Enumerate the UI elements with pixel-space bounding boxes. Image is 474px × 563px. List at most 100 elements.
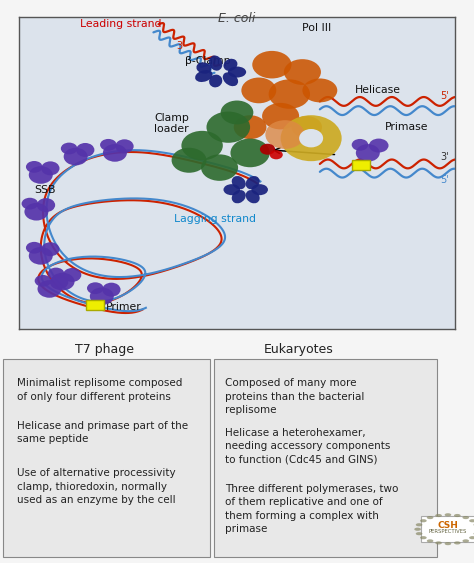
Text: Primase: Primase [385,122,429,132]
Text: CSH: CSH [438,521,458,530]
Circle shape [445,542,451,545]
Ellipse shape [232,176,246,189]
Ellipse shape [302,78,337,102]
Ellipse shape [115,139,134,153]
Circle shape [435,542,442,544]
Ellipse shape [260,144,275,155]
Text: β-Clamp: β-Clamp [185,56,230,66]
Ellipse shape [90,288,114,305]
Circle shape [416,532,422,535]
Text: Helicase and primase part of the
same peptide: Helicase and primase part of the same pe… [17,421,188,444]
Circle shape [445,513,451,516]
Text: T7 phage: T7 phage [75,342,134,356]
Circle shape [420,536,427,539]
Text: Helicase a heterohexamer,
needing accessory components
to function (Cdc45 and GI: Helicase a heterohexamer, needing access… [225,428,391,464]
Text: Use of alternative processivity
clamp, thioredoxin, normally
used as an enzyme b: Use of alternative processivity clamp, t… [17,468,175,505]
Ellipse shape [37,198,55,212]
Circle shape [427,516,433,519]
Text: Pol III: Pol III [302,23,332,33]
Ellipse shape [232,190,246,203]
Ellipse shape [284,59,321,85]
Text: 3': 3' [176,41,184,51]
Ellipse shape [281,115,342,161]
Circle shape [463,539,469,543]
Ellipse shape [209,55,222,71]
Circle shape [427,539,433,543]
Ellipse shape [35,275,51,287]
Ellipse shape [172,148,207,173]
Ellipse shape [265,120,305,149]
Ellipse shape [230,138,270,167]
FancyBboxPatch shape [352,160,370,170]
Text: E. coli: E. coli [219,12,255,25]
Ellipse shape [292,116,322,138]
Ellipse shape [41,162,60,175]
Ellipse shape [26,242,43,253]
Ellipse shape [223,72,238,86]
Text: SSB: SSB [34,185,56,195]
Ellipse shape [24,203,48,221]
Ellipse shape [195,70,212,82]
Ellipse shape [29,247,53,265]
Ellipse shape [352,139,368,151]
Ellipse shape [270,150,283,159]
Text: Helicase: Helicase [355,86,401,95]
FancyBboxPatch shape [421,516,474,542]
FancyBboxPatch shape [86,300,104,310]
Ellipse shape [29,166,53,184]
Circle shape [435,514,442,517]
Ellipse shape [103,144,127,162]
Ellipse shape [76,143,94,157]
Circle shape [469,519,474,522]
Ellipse shape [223,184,240,195]
Text: PERSPECTIVES: PERSPECTIVES [429,529,467,534]
Ellipse shape [262,103,299,129]
Ellipse shape [41,242,60,256]
Circle shape [469,536,474,539]
FancyBboxPatch shape [3,359,210,557]
Ellipse shape [64,148,88,166]
Text: Primer: Primer [106,302,142,311]
Ellipse shape [251,184,268,195]
Ellipse shape [50,275,68,289]
Ellipse shape [209,75,222,87]
Ellipse shape [102,283,120,297]
Ellipse shape [246,176,260,189]
Text: Leading strand: Leading strand [80,19,162,29]
Ellipse shape [207,111,250,143]
Circle shape [414,528,421,531]
Text: 3': 3' [440,151,448,162]
Ellipse shape [48,267,64,279]
Ellipse shape [26,161,43,173]
Text: 5': 5' [440,176,448,185]
Circle shape [420,519,427,522]
Ellipse shape [51,272,74,291]
Ellipse shape [63,268,82,282]
Ellipse shape [234,115,266,139]
Text: 5': 5' [440,91,448,101]
Text: Clamp
loader: Clamp loader [154,113,189,135]
Ellipse shape [22,198,38,209]
Ellipse shape [196,62,211,74]
FancyBboxPatch shape [214,359,437,557]
Ellipse shape [87,282,103,294]
Text: Three different polymerases, two
of them replicative and one of
them forming a c: Three different polymerases, two of them… [225,484,399,534]
Circle shape [463,516,469,519]
Circle shape [454,542,461,544]
Circle shape [454,514,461,517]
Text: Eukaryotes: Eukaryotes [264,342,334,356]
Ellipse shape [241,78,276,103]
Ellipse shape [61,142,77,154]
Ellipse shape [221,101,254,124]
Text: Composed of many more
proteins than the bacterial
replisome: Composed of many more proteins than the … [225,378,365,415]
Ellipse shape [269,79,310,109]
Circle shape [416,523,422,526]
Ellipse shape [223,59,237,71]
Ellipse shape [37,280,62,298]
Ellipse shape [100,139,117,151]
Ellipse shape [252,51,292,78]
Text: Minimalist replisome composed
of only four different proteins: Minimalist replisome composed of only fo… [17,378,182,401]
Text: Lagging strand: Lagging strand [174,214,256,224]
Ellipse shape [246,190,260,203]
Ellipse shape [356,144,380,162]
